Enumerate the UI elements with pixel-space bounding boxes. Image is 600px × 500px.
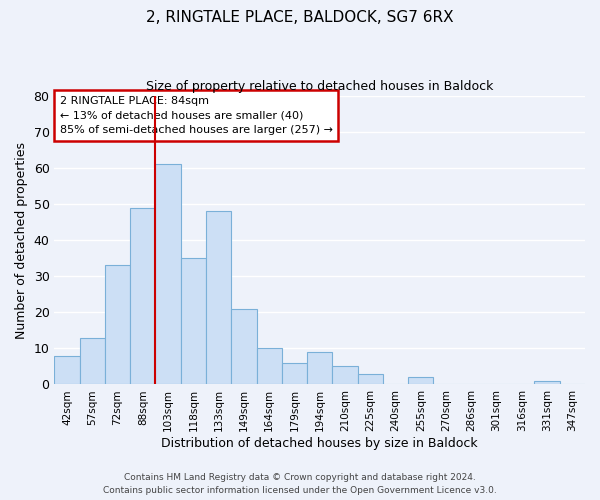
Bar	[206, 211, 231, 384]
Bar	[181, 258, 206, 384]
Bar	[408, 377, 433, 384]
Text: 2, RINGTALE PLACE, BALDOCK, SG7 6RX: 2, RINGTALE PLACE, BALDOCK, SG7 6RX	[146, 10, 454, 25]
Bar	[105, 266, 130, 384]
X-axis label: Distribution of detached houses by size in Baldock: Distribution of detached houses by size …	[161, 437, 478, 450]
Bar	[155, 164, 181, 384]
Bar	[535, 381, 560, 384]
Y-axis label: Number of detached properties: Number of detached properties	[15, 142, 28, 338]
Bar	[80, 338, 105, 384]
Bar	[231, 308, 257, 384]
Bar	[307, 352, 332, 384]
Bar	[130, 208, 155, 384]
Bar	[332, 366, 358, 384]
Bar	[282, 363, 307, 384]
Bar	[55, 356, 80, 384]
Text: Contains HM Land Registry data © Crown copyright and database right 2024.
Contai: Contains HM Land Registry data © Crown c…	[103, 474, 497, 495]
Title: Size of property relative to detached houses in Baldock: Size of property relative to detached ho…	[146, 80, 493, 93]
Bar	[257, 348, 282, 384]
Bar	[358, 374, 383, 384]
Text: 2 RINGTALE PLACE: 84sqm
← 13% of detached houses are smaller (40)
85% of semi-de: 2 RINGTALE PLACE: 84sqm ← 13% of detache…	[60, 96, 333, 135]
